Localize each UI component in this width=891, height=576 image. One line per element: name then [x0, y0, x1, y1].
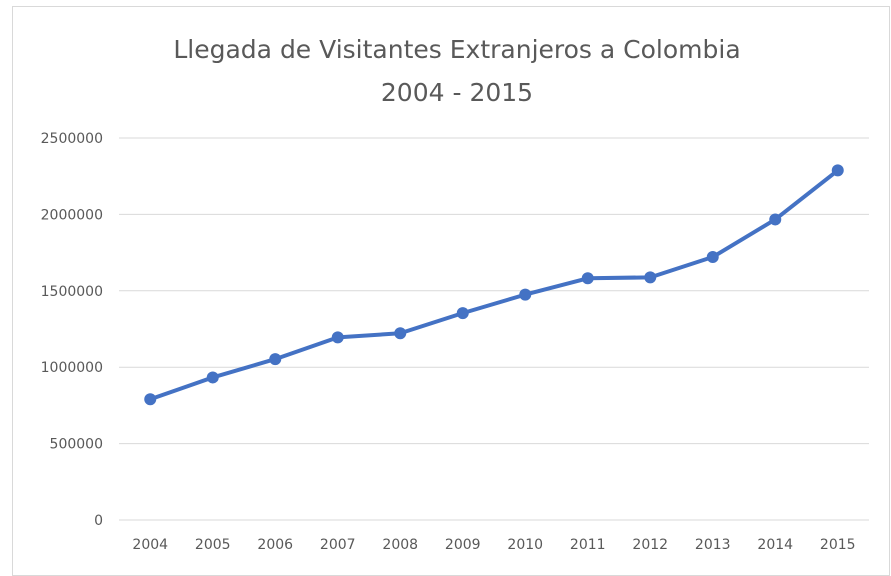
data-point	[394, 327, 407, 340]
chart-title: Llegada de Visitantes Extranjeros a Colo…	[173, 35, 740, 64]
data-point	[706, 251, 719, 264]
data-point	[769, 213, 782, 226]
x-tick-label: 2014	[757, 537, 793, 553]
y-axis-ticks: 0 500000 1000000 1500000 2000000 2500000	[41, 131, 103, 529]
x-tick-label: 2009	[445, 537, 481, 553]
y-tick-label: 2000000	[41, 207, 103, 223]
data-point	[831, 164, 844, 177]
y-tick-label: 1000000	[41, 360, 103, 376]
gridlines	[119, 137, 869, 521]
x-tick-label: 2012	[632, 537, 668, 553]
x-tick-label: 2006	[257, 537, 293, 553]
data-point	[206, 371, 219, 384]
chart-subtitle: 2004 - 2015	[381, 78, 533, 107]
x-tick-label: 2005	[195, 537, 231, 553]
data-point	[456, 307, 469, 320]
x-tick-label: 2013	[695, 537, 731, 553]
data-point	[519, 288, 532, 301]
x-tick-label: 2015	[820, 537, 856, 553]
series-line	[148, 168, 840, 402]
x-tick-label: 2011	[570, 537, 606, 553]
x-tick-label: 2010	[507, 537, 543, 553]
series	[144, 164, 844, 406]
y-tick-label: 1500000	[41, 284, 103, 300]
x-tick-label: 2008	[382, 537, 418, 553]
x-tick-label: 2004	[132, 537, 168, 553]
data-point	[644, 271, 657, 284]
data-point	[144, 393, 157, 406]
y-tick-label: 2500000	[41, 131, 103, 147]
data-point	[331, 331, 344, 344]
y-tick-label: 0	[94, 513, 103, 529]
y-tick-label: 500000	[50, 437, 103, 453]
data-point	[269, 353, 282, 366]
x-axis-ticks: 2004 2005 2006 2007 2008 2009 2010 2011 2012 2013…	[132, 537, 855, 553]
data-point	[581, 272, 594, 285]
x-tick-label: 2007	[320, 537, 356, 553]
